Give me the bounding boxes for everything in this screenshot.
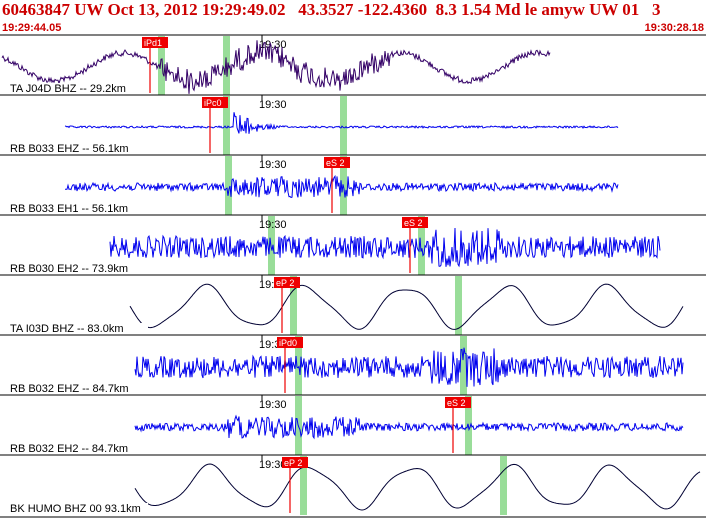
trace-label-bg	[8, 443, 148, 454]
trace-label-bg	[8, 203, 148, 214]
waveform-trace	[109, 227, 661, 268]
trace-panel: 19:30 eS 2 RB B032 EH2 -- 84.7km	[0, 394, 706, 455]
trace-panel: 19:30 iPd1 TA J04D BHZ -- 29.2km	[0, 34, 706, 95]
pick-marker[interactable]	[277, 337, 303, 348]
trace-label-bg	[8, 83, 148, 94]
pick-window-highlight	[455, 276, 462, 335]
trace-station-label: TA J04D BHZ -- 29.2km	[10, 83, 126, 95]
waveform-trace	[134, 463, 701, 511]
pick-window-highlight	[340, 96, 347, 155]
waveform-trace	[129, 283, 684, 330]
pick-label: iPd0	[279, 338, 297, 348]
pick-window-highlight	[295, 336, 302, 395]
waveform-trace	[65, 174, 619, 198]
trace-station-label: RB B032 EH2 -- 84.7km	[10, 443, 128, 455]
pick-marker[interactable]	[202, 97, 228, 108]
pick-window-highlight	[500, 456, 507, 515]
end-time-label: 19:30:28.18	[644, 22, 704, 34]
pick-window-highlight	[223, 96, 230, 155]
trace-panel: 19:30 iPc0 RB B033 EHZ -- 56.1km	[0, 94, 706, 155]
pick-label: eS 2	[326, 158, 345, 168]
trace-label-bg	[8, 143, 148, 154]
pick-marker[interactable]	[402, 217, 428, 228]
trace-panel: 19:30 eS 2 RB B030 EH2 -- 73.9km	[0, 214, 706, 275]
trace-station-label: RB B032 EHZ -- 84.7km	[10, 383, 129, 395]
trace-label-bg	[8, 263, 148, 274]
pick-label: iPd1	[144, 38, 162, 48]
time-tick-label: 19:30	[259, 159, 287, 171]
trace-panel: 19:30 eS 2 RB B033 EH1 -- 56.1km	[0, 154, 706, 215]
time-tick-label: 19:30	[259, 219, 287, 231]
pick-label: eS 2	[404, 218, 423, 228]
time-tick-label: 19:30	[259, 39, 287, 51]
pick-window-highlight	[460, 336, 467, 395]
pick-label: iPc0	[204, 98, 222, 108]
trace-station-label: RB B033 EHZ -- 56.1km	[10, 143, 129, 155]
event-header-title: 60463847 UW Oct 13, 2012 19:29:49.02 43.…	[2, 0, 661, 19]
pick-marker[interactable]	[282, 457, 308, 468]
trace-station-label: RB B033 EH1 -- 56.1km	[10, 203, 128, 215]
waveform-trace	[134, 347, 684, 387]
waveform-trace	[1, 40, 551, 94]
time-tick-label: 19:30	[259, 399, 287, 411]
pick-marker[interactable]	[142, 37, 168, 48]
trace-label-bg	[8, 323, 148, 334]
trace-station-label: TA I03D BHZ -- 83.0km	[10, 323, 124, 335]
pick-marker[interactable]	[445, 397, 471, 408]
trace-label-bg	[8, 503, 148, 514]
trace-station-label: RB B030 EH2 -- 73.9km	[10, 263, 128, 275]
waveform-trace	[64, 112, 619, 134]
time-tick-label: 19:30	[259, 459, 287, 471]
pick-marker[interactable]	[274, 277, 300, 288]
time-tick-label: 19:30	[259, 99, 287, 111]
pick-label: eP 2	[276, 278, 294, 288]
pick-window-highlight	[268, 216, 275, 275]
pick-window-highlight	[418, 216, 425, 275]
pick-window-highlight	[225, 156, 232, 215]
trace-label-bg	[8, 383, 148, 394]
pick-window-highlight	[158, 36, 165, 95]
pick-marker[interactable]	[324, 157, 350, 168]
pick-label: eS 2	[447, 398, 466, 408]
start-time-label: 19:29:44.05	[2, 22, 62, 34]
trace-station-label: BK HUMO BHZ 00 93.1km	[10, 503, 141, 515]
pick-label: eP 2	[284, 458, 302, 468]
pick-window-highlight	[290, 276, 297, 335]
pick-window-highlight	[300, 456, 307, 515]
waveform-trace	[134, 414, 684, 440]
